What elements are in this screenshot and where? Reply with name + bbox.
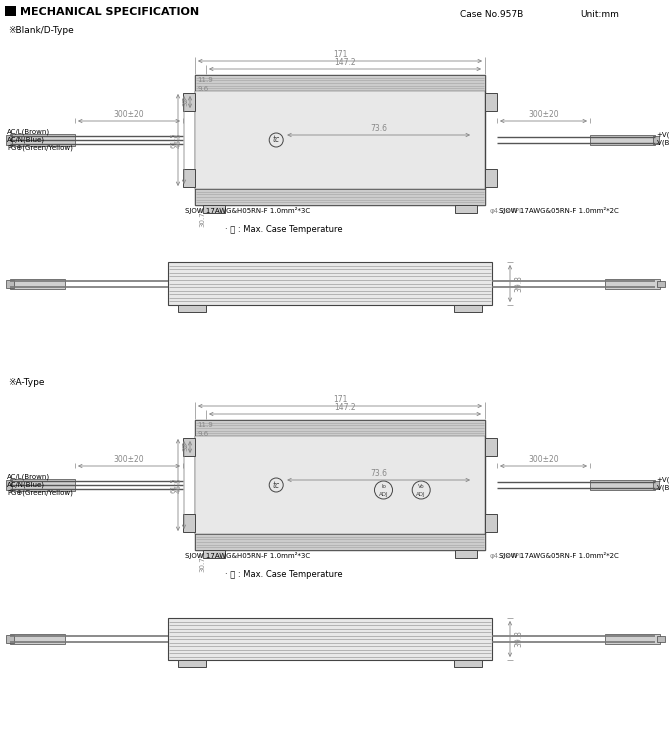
Text: Vo: Vo (418, 484, 425, 489)
Bar (203, 205, 225, 213)
Text: 46.5: 46.5 (176, 477, 182, 493)
Bar (195, 189, 485, 205)
Bar (10, 134, 75, 146)
Text: 9.6: 9.6 (197, 86, 208, 92)
Text: 32: 32 (182, 97, 188, 107)
Text: 147.2: 147.2 (334, 403, 356, 412)
Bar (455, 550, 477, 558)
Text: ADJ: ADJ (379, 492, 389, 497)
Bar (195, 75, 485, 205)
Bar (178, 660, 206, 667)
Bar (485, 438, 497, 456)
Bar (5, 6, 16, 16)
Text: 61.5: 61.5 (170, 132, 176, 148)
Bar (183, 514, 195, 532)
Text: 11.9: 11.9 (197, 77, 213, 83)
Text: 73.6: 73.6 (370, 124, 387, 133)
Text: AC/N(Blue): AC/N(Blue) (7, 482, 45, 488)
Bar (195, 75, 485, 91)
Text: +V(Red): +V(Red) (656, 132, 670, 138)
Bar (168, 262, 492, 305)
Text: ※A-Type: ※A-Type (8, 378, 44, 387)
Text: 147.2: 147.2 (334, 58, 356, 67)
Text: Case No.957B: Case No.957B (460, 10, 523, 19)
Bar (195, 436, 485, 534)
Bar (657, 636, 665, 642)
Bar (6, 480, 12, 490)
Text: 30.75: 30.75 (199, 552, 205, 572)
Bar (10, 479, 75, 491)
Bar (455, 205, 477, 213)
Text: AC/N(Blue): AC/N(Blue) (7, 137, 45, 143)
Text: Unit:mm: Unit:mm (580, 10, 619, 19)
Text: MECHANICAL SPECIFICATION: MECHANICAL SPECIFICATION (20, 7, 199, 17)
Text: 73.6: 73.6 (370, 469, 387, 478)
Bar (454, 660, 482, 667)
Bar (454, 305, 482, 312)
Bar (195, 420, 485, 436)
Bar (178, 305, 206, 312)
Bar (10, 634, 65, 644)
Bar (6, 279, 14, 287)
Bar (183, 93, 195, 111)
Text: SJOW 17AWG&H05RN-F 1.0mm²*3C: SJOW 17AWG&H05RN-F 1.0mm²*3C (185, 552, 310, 559)
Bar (203, 550, 225, 558)
Bar (605, 634, 660, 644)
Text: 300±20: 300±20 (114, 455, 144, 464)
Text: SJOW 17AWG&05RN-F 1.0mm²*2C: SJOW 17AWG&05RN-F 1.0mm²*2C (499, 552, 619, 559)
Text: 300±20: 300±20 (114, 110, 144, 119)
Bar (653, 481, 659, 489)
Text: φ4.2×4PL: φ4.2×4PL (490, 553, 524, 559)
Text: 39.8: 39.8 (514, 275, 523, 292)
Bar (485, 514, 497, 532)
Bar (605, 279, 660, 289)
Text: 46.5: 46.5 (176, 132, 182, 148)
Text: Io: Io (381, 484, 386, 489)
Text: ADJ: ADJ (416, 492, 426, 497)
Bar (6, 635, 14, 643)
Text: 300±20: 300±20 (528, 455, 559, 464)
Text: tc: tc (273, 480, 280, 490)
Text: SJOW 17AWG&H05RN-F 1.0mm²*3C: SJOW 17AWG&H05RN-F 1.0mm²*3C (185, 207, 310, 214)
Text: SJOW 17AWG&05RN-F 1.0mm²*2C: SJOW 17AWG&05RN-F 1.0mm²*2C (499, 207, 619, 214)
Bar (590, 135, 655, 145)
Text: 9.6: 9.6 (197, 431, 208, 437)
Text: · Ⓣ : Max. Case Temperature: · Ⓣ : Max. Case Temperature (225, 570, 342, 579)
Text: FG⊕(Green/Yellow): FG⊕(Green/Yellow) (7, 490, 73, 496)
Bar (195, 91, 485, 189)
Text: tc: tc (273, 135, 280, 145)
Bar (183, 438, 195, 456)
Bar (485, 93, 497, 111)
Bar (657, 281, 665, 287)
Text: -V(Black): -V(Black) (656, 140, 670, 146)
Bar (195, 534, 485, 550)
Bar (590, 480, 655, 490)
Text: 171: 171 (333, 395, 347, 404)
Text: 30.75: 30.75 (199, 207, 205, 227)
Text: φ4.2×4PL: φ4.2×4PL (490, 208, 524, 214)
Text: ※Blank/D-Type: ※Blank/D-Type (8, 26, 74, 35)
Text: -V(Black): -V(Black) (656, 485, 670, 491)
Text: 171: 171 (333, 50, 347, 59)
Text: 39.8: 39.8 (514, 631, 523, 648)
Bar (6, 135, 12, 145)
Text: 300±20: 300±20 (528, 110, 559, 119)
Text: AC/L(Brown): AC/L(Brown) (7, 129, 50, 135)
Bar (653, 136, 659, 144)
Bar (10, 279, 65, 289)
Text: +V(Red): +V(Red) (656, 477, 670, 483)
Bar (195, 420, 485, 550)
Bar (485, 169, 497, 187)
Text: AC/L(Brown): AC/L(Brown) (7, 474, 50, 480)
Text: 11.9: 11.9 (197, 422, 213, 428)
Bar (183, 169, 195, 187)
Text: FG⊕(Green/Yellow): FG⊕(Green/Yellow) (7, 145, 73, 151)
Text: · Ⓣ : Max. Case Temperature: · Ⓣ : Max. Case Temperature (225, 225, 342, 234)
Text: 32: 32 (182, 442, 188, 452)
Bar (168, 618, 492, 660)
Text: 61.5: 61.5 (170, 477, 176, 493)
